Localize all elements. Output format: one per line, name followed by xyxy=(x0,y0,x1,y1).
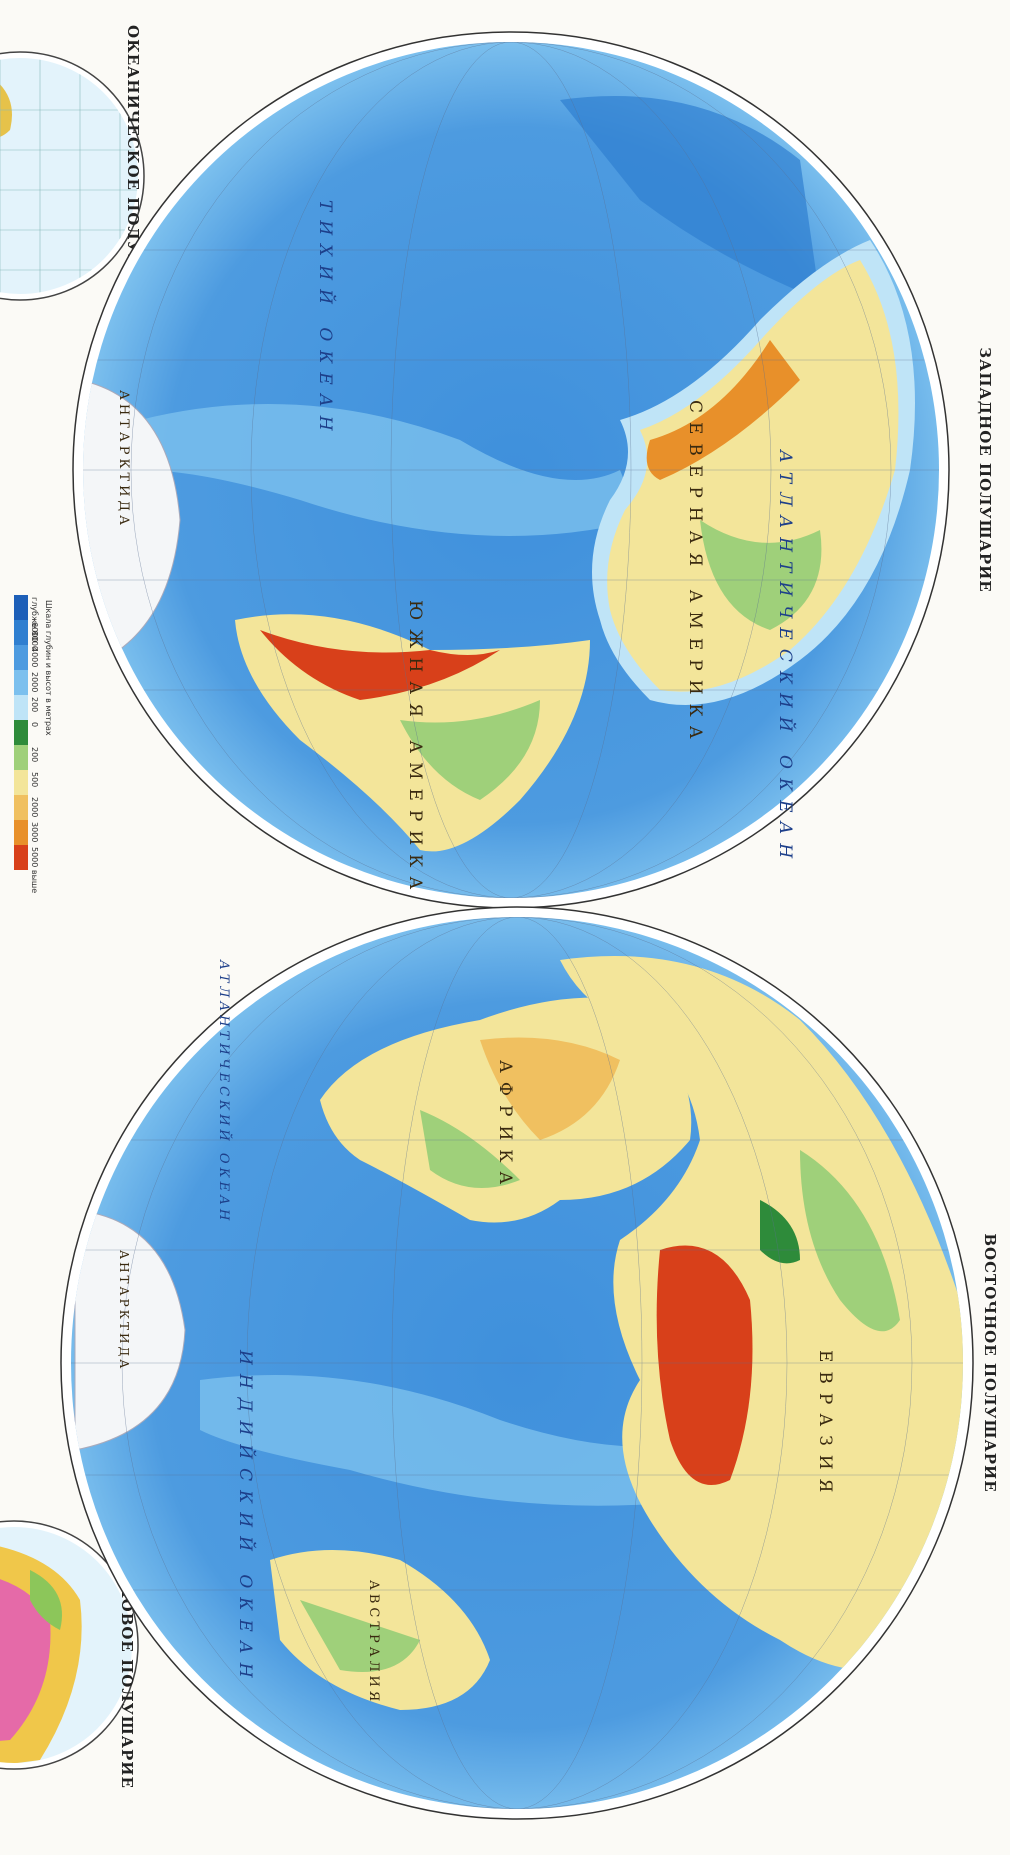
legend-swatch xyxy=(14,795,28,820)
legend-label: 2000 xyxy=(30,672,39,692)
map-label: АТЛАНТИЧЕСКИЙ ОКЕАН xyxy=(216,959,234,1224)
legend-label: глубже 8000 xyxy=(30,597,39,651)
legend-label: 3000 xyxy=(30,822,39,842)
map-label: ТИХИЙ ОКЕАН xyxy=(315,200,337,440)
map-label: АТЛАНТИЧЕСКИЙ ОКЕАН xyxy=(775,449,797,867)
hemisphere-title: ЗАПАДНОЕ ПОЛУШАРИЕ xyxy=(976,347,994,592)
continental-hemisphere: МАТЕРИКОВОЕ ПОЛУШАРИЕ xyxy=(0,1501,139,1789)
legend-label: 6000 xyxy=(30,622,39,642)
legend-swatch xyxy=(14,720,28,745)
legend-title: Шкала глубин и высот в метрах xyxy=(44,600,53,736)
legend-label: 200 xyxy=(30,747,39,762)
legend-swatch xyxy=(14,645,28,670)
legend-swatch xyxy=(14,595,28,620)
map-label: ЕВРАЗИЯ xyxy=(815,1350,835,1501)
western-hemisphere: ЗАПАДНОЕ ПОЛУШАРИЕ ТИХИЙ ОКЕАН АТЛАНТИЧЕ… xyxy=(72,31,994,909)
legend-label: 2000 xyxy=(30,797,39,817)
legend-swatch xyxy=(14,670,28,695)
legend-label: 0 xyxy=(30,722,39,727)
legend-label: 500 xyxy=(30,772,39,787)
oceanic-hemisphere: ОКЕАНИЧЕСКОЕ ПОЛУШАРИЕ xyxy=(0,25,145,327)
legend-swatch xyxy=(14,745,28,770)
map-label: СЕВЕРНАЯ АМЕРИКА xyxy=(685,400,705,748)
legend-label: 4000 xyxy=(30,647,39,667)
legend-label: 5000 выше xyxy=(30,847,39,893)
map-label: АВСТРАЛИЯ xyxy=(366,1580,381,1705)
legend-swatch xyxy=(14,770,28,795)
legend-label: 200 xyxy=(30,697,39,712)
map-label: ЮЖНАЯ АМЕРИКА xyxy=(405,600,425,898)
hemisphere-title: ВОСТОЧНОЕ ПОЛУШАРИЕ xyxy=(981,1233,999,1492)
legend-swatch xyxy=(14,820,28,845)
eastern-hemisphere: ВОСТОЧНОЕ ПОЛУШАРИЕ ИНДИЙСКИЙ ОКЕАН АТЛА… xyxy=(60,906,999,1820)
map-label: АФРИКА xyxy=(495,1060,515,1193)
legend: Шкала глубин и высот в метрах глубже 800… xyxy=(14,595,53,893)
map-label: ИНДИЙСКИЙ ОКЕАН xyxy=(235,1349,257,1687)
map-label: АНТАРКТИДА xyxy=(116,390,131,529)
legend-swatch xyxy=(14,845,28,870)
legend-swatch xyxy=(14,620,28,645)
legend-swatch xyxy=(14,695,28,720)
map-label: АНТАРКТИДА xyxy=(117,1250,131,1371)
